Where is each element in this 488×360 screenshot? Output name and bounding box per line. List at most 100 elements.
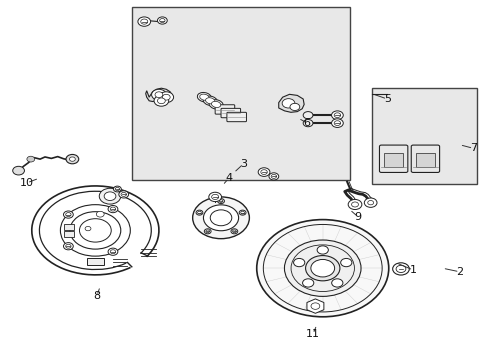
Bar [383,153,403,167]
FancyBboxPatch shape [379,145,407,172]
Circle shape [192,197,249,239]
Circle shape [268,173,278,180]
Circle shape [121,193,126,197]
Circle shape [340,258,351,267]
Text: 8: 8 [93,291,100,301]
Circle shape [211,194,218,199]
Circle shape [210,210,231,226]
Bar [132,7,349,180]
Circle shape [260,170,267,175]
FancyBboxPatch shape [221,108,240,118]
Circle shape [239,210,245,215]
Circle shape [115,188,119,190]
Circle shape [104,192,116,201]
Ellipse shape [211,101,221,108]
FancyBboxPatch shape [410,145,439,172]
Circle shape [333,121,340,126]
Circle shape [310,303,319,309]
Circle shape [302,279,313,287]
Circle shape [96,211,104,217]
Circle shape [395,265,405,273]
Circle shape [331,119,343,127]
Circle shape [392,263,408,275]
Text: 6: 6 [303,118,310,128]
Circle shape [63,211,73,218]
Circle shape [208,192,221,202]
Circle shape [347,199,361,210]
Circle shape [204,229,211,234]
Circle shape [157,17,167,24]
Text: 9: 9 [354,212,361,222]
Circle shape [197,211,201,214]
Circle shape [151,89,166,100]
Circle shape [110,207,115,211]
Bar [415,153,434,167]
Polygon shape [278,94,304,112]
Circle shape [119,191,128,198]
Circle shape [284,240,360,296]
Bar [86,258,104,265]
Circle shape [331,279,342,287]
Circle shape [138,17,150,26]
Ellipse shape [203,96,217,105]
Circle shape [217,199,224,204]
Circle shape [270,175,276,179]
Circle shape [351,202,358,207]
Circle shape [367,201,373,205]
Circle shape [13,166,24,175]
Text: 5: 5 [383,94,390,104]
Circle shape [289,103,299,111]
Circle shape [293,258,304,267]
Circle shape [65,213,71,217]
Bar [371,88,476,184]
FancyBboxPatch shape [226,112,246,122]
Circle shape [155,92,163,98]
Ellipse shape [197,93,211,102]
Circle shape [305,256,339,281]
Circle shape [240,211,244,214]
Circle shape [110,250,115,254]
Circle shape [303,112,312,119]
Bar [63,224,74,230]
Ellipse shape [209,100,223,109]
Circle shape [282,99,294,108]
Polygon shape [145,88,172,103]
Circle shape [63,243,73,250]
Text: 3: 3 [240,159,246,169]
Text: 10: 10 [20,178,34,188]
Ellipse shape [199,94,209,100]
Circle shape [141,19,147,24]
Circle shape [196,210,203,215]
Circle shape [108,248,118,255]
Text: 4: 4 [225,173,232,183]
Circle shape [154,95,168,106]
Circle shape [219,200,223,202]
Circle shape [205,230,209,233]
Circle shape [310,260,334,277]
Text: 2: 2 [455,267,462,277]
Circle shape [113,186,121,192]
Circle shape [317,246,327,254]
Circle shape [333,113,340,118]
Circle shape [230,229,237,234]
Circle shape [162,94,170,100]
Circle shape [108,206,118,213]
Circle shape [157,98,165,104]
Circle shape [203,205,238,231]
Circle shape [159,19,165,23]
Circle shape [27,156,35,162]
Circle shape [258,168,269,176]
Text: 1: 1 [409,265,416,275]
Circle shape [66,154,79,164]
Circle shape [99,188,121,204]
Circle shape [232,230,236,233]
Circle shape [331,111,343,120]
Circle shape [69,157,75,161]
Circle shape [159,92,173,103]
Circle shape [364,198,376,207]
Circle shape [256,220,388,317]
Circle shape [65,244,71,248]
Polygon shape [306,299,323,313]
Bar [63,231,74,237]
Text: 11: 11 [305,329,319,339]
